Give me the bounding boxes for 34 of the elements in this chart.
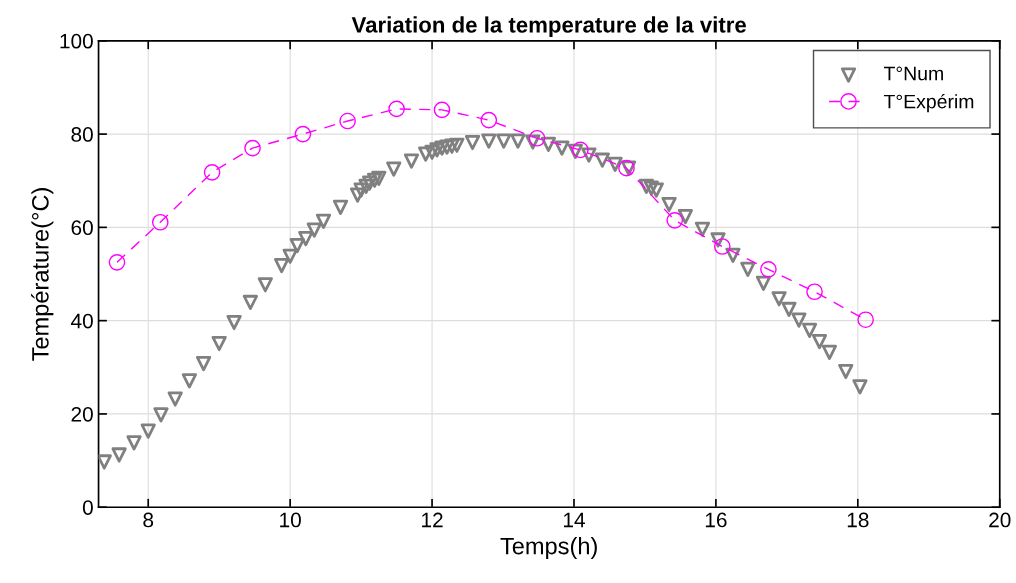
x-tick-label: 10: [280, 512, 301, 528]
y-tick-label: 60: [71, 220, 93, 236]
point: [713, 238, 731, 255]
x-axis-title: Temps(h): [500, 537, 597, 560]
point: [339, 112, 356, 130]
point: [388, 100, 405, 118]
y-tick-label: 40: [71, 313, 93, 329]
point: [108, 254, 126, 271]
point: [666, 212, 684, 229]
x-tick-label: 12: [422, 512, 443, 528]
point: [857, 311, 874, 329]
x-tick-label: 16: [705, 512, 727, 528]
point: [760, 261, 777, 278]
y-tick-label: 0: [82, 500, 93, 515]
y-tick-label: 20: [71, 406, 93, 422]
x-tick-label: 20: [989, 512, 1011, 528]
y-axis-title: Température(°C): [31, 188, 54, 361]
point: [244, 139, 261, 157]
point: [572, 141, 589, 159]
point: [433, 101, 451, 119]
legend-label: T°Num: [883, 66, 943, 81]
point: [203, 164, 221, 181]
y-tick-label: 80: [71, 127, 93, 142]
x-tick-label: 14: [563, 512, 585, 528]
point: [806, 283, 823, 301]
point: [294, 125, 312, 143]
point: [480, 111, 498, 129]
chart-title: Variation de la temperature de la vitre: [351, 16, 747, 38]
x-tick-label: 8: [143, 512, 154, 528]
point: [528, 129, 546, 147]
y-tick-label: 100: [60, 33, 93, 49]
x-tick-label: 18: [847, 512, 869, 528]
legend-label: T°Expérim: [883, 93, 974, 113]
point: [151, 213, 169, 231]
